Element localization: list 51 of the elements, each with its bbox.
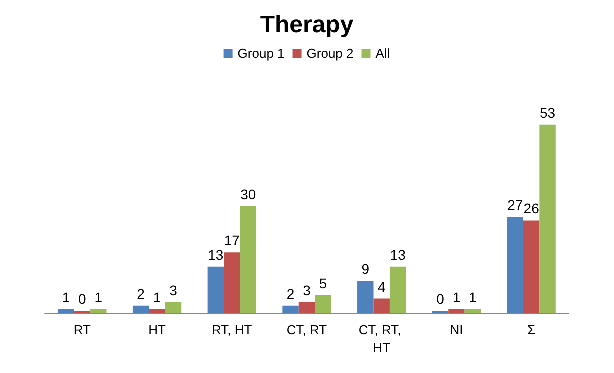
bar <box>358 281 374 313</box>
data-label: 26 <box>524 200 540 217</box>
data-label: 1 <box>153 289 162 306</box>
data-label: 5 <box>319 275 328 292</box>
x-tick-label: RT <box>74 322 92 338</box>
chart-title: Therapy <box>260 12 354 38</box>
data-label: 30 <box>240 186 256 202</box>
bar <box>58 309 74 313</box>
bar <box>90 309 107 313</box>
data-label: 0 <box>436 291 445 307</box>
bar <box>208 266 224 313</box>
bar <box>224 252 240 313</box>
data-label: 2 <box>137 286 146 302</box>
bar <box>374 298 390 313</box>
bar <box>507 217 524 313</box>
data-label: 2 <box>286 286 295 302</box>
data-label: 3 <box>303 282 312 298</box>
data-label: 53 <box>540 104 556 121</box>
data-label: 9 <box>362 261 370 278</box>
data-label: 13 <box>208 246 224 263</box>
bar <box>240 206 256 313</box>
bar <box>315 295 332 313</box>
data-label: 4 <box>378 278 386 295</box>
data-label: 3 <box>170 282 178 298</box>
data-label: 17 <box>224 232 240 249</box>
legend-label: All <box>376 46 390 61</box>
bar <box>390 266 406 313</box>
data-label: 1 <box>94 289 103 306</box>
x-tick-label: NI <box>450 322 464 338</box>
bar <box>165 302 182 313</box>
data-label: 27 <box>508 197 524 214</box>
legend-label: Group 2 <box>306 46 354 61</box>
bar <box>282 306 299 313</box>
bar <box>298 302 316 313</box>
x-tick-label: HT <box>148 322 166 338</box>
data-label: 1 <box>452 289 461 306</box>
x-tick-label: CT, RT, HT <box>358 322 405 356</box>
bar <box>523 220 540 313</box>
bar <box>540 124 556 313</box>
x-tick-label: RT, HT <box>212 322 252 338</box>
data-label: 0 <box>78 291 87 307</box>
data-label: 13 <box>390 246 406 263</box>
legend-label: Group 1 <box>238 46 285 61</box>
x-tick-label: Σ <box>528 322 536 338</box>
bar <box>464 309 482 313</box>
data-label: 1 <box>62 289 70 306</box>
bar <box>448 309 465 313</box>
bar <box>132 306 150 313</box>
bar <box>149 309 166 313</box>
data-label: 1 <box>469 289 478 306</box>
x-tick-label: CT, RT <box>286 322 328 338</box>
